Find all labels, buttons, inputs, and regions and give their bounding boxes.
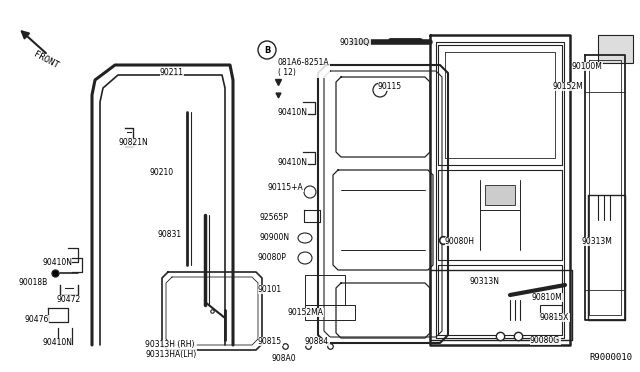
Text: 90080G: 90080G	[530, 336, 560, 345]
Text: 90313N: 90313N	[470, 277, 500, 286]
Text: 90884: 90884	[305, 337, 329, 346]
Text: 90900N: 90900N	[260, 233, 290, 242]
Text: 90821N: 90821N	[118, 138, 148, 147]
Text: 92565P: 92565P	[260, 213, 289, 222]
Text: 90410N: 90410N	[278, 108, 308, 117]
Bar	[540, 305, 562, 317]
Text: 90815: 90815	[258, 337, 282, 346]
Text: 90152M: 90152M	[553, 82, 584, 91]
Text: B: B	[264, 45, 270, 55]
Text: 90410N: 90410N	[42, 338, 72, 347]
Text: 90410N: 90410N	[278, 158, 308, 167]
Text: 90080P: 90080P	[258, 253, 287, 262]
Text: 90815X: 90815X	[540, 313, 570, 322]
Text: 90100M: 90100M	[572, 62, 603, 71]
Text: 90831: 90831	[158, 230, 182, 239]
Text: 90115+A: 90115+A	[268, 183, 304, 192]
Text: 081A6-8251A
( 12): 081A6-8251A ( 12)	[278, 58, 330, 77]
Text: 90101: 90101	[258, 285, 282, 294]
Text: 90313H (RH)
90313HA(LH): 90313H (RH) 90313HA(LH)	[145, 340, 196, 359]
Bar	[598, 35, 633, 63]
Text: 90018B: 90018B	[18, 278, 47, 287]
Text: R9000010: R9000010	[589, 353, 632, 362]
Text: FRONT: FRONT	[32, 49, 60, 70]
Text: 90810M: 90810M	[532, 293, 563, 302]
Text: 90211: 90211	[160, 68, 184, 77]
Text: 90472: 90472	[56, 295, 80, 304]
Text: 90210: 90210	[150, 168, 174, 177]
Text: 90115: 90115	[378, 82, 402, 91]
Text: 90310Q: 90310Q	[340, 38, 370, 47]
Text: 90410N: 90410N	[42, 258, 72, 267]
Text: 90080H: 90080H	[445, 237, 475, 246]
Text: 908A0: 908A0	[272, 354, 296, 363]
Bar	[485, 185, 515, 205]
Text: 90476: 90476	[24, 315, 49, 324]
Text: 90313M: 90313M	[582, 237, 613, 246]
Text: 90152MA: 90152MA	[288, 308, 324, 317]
